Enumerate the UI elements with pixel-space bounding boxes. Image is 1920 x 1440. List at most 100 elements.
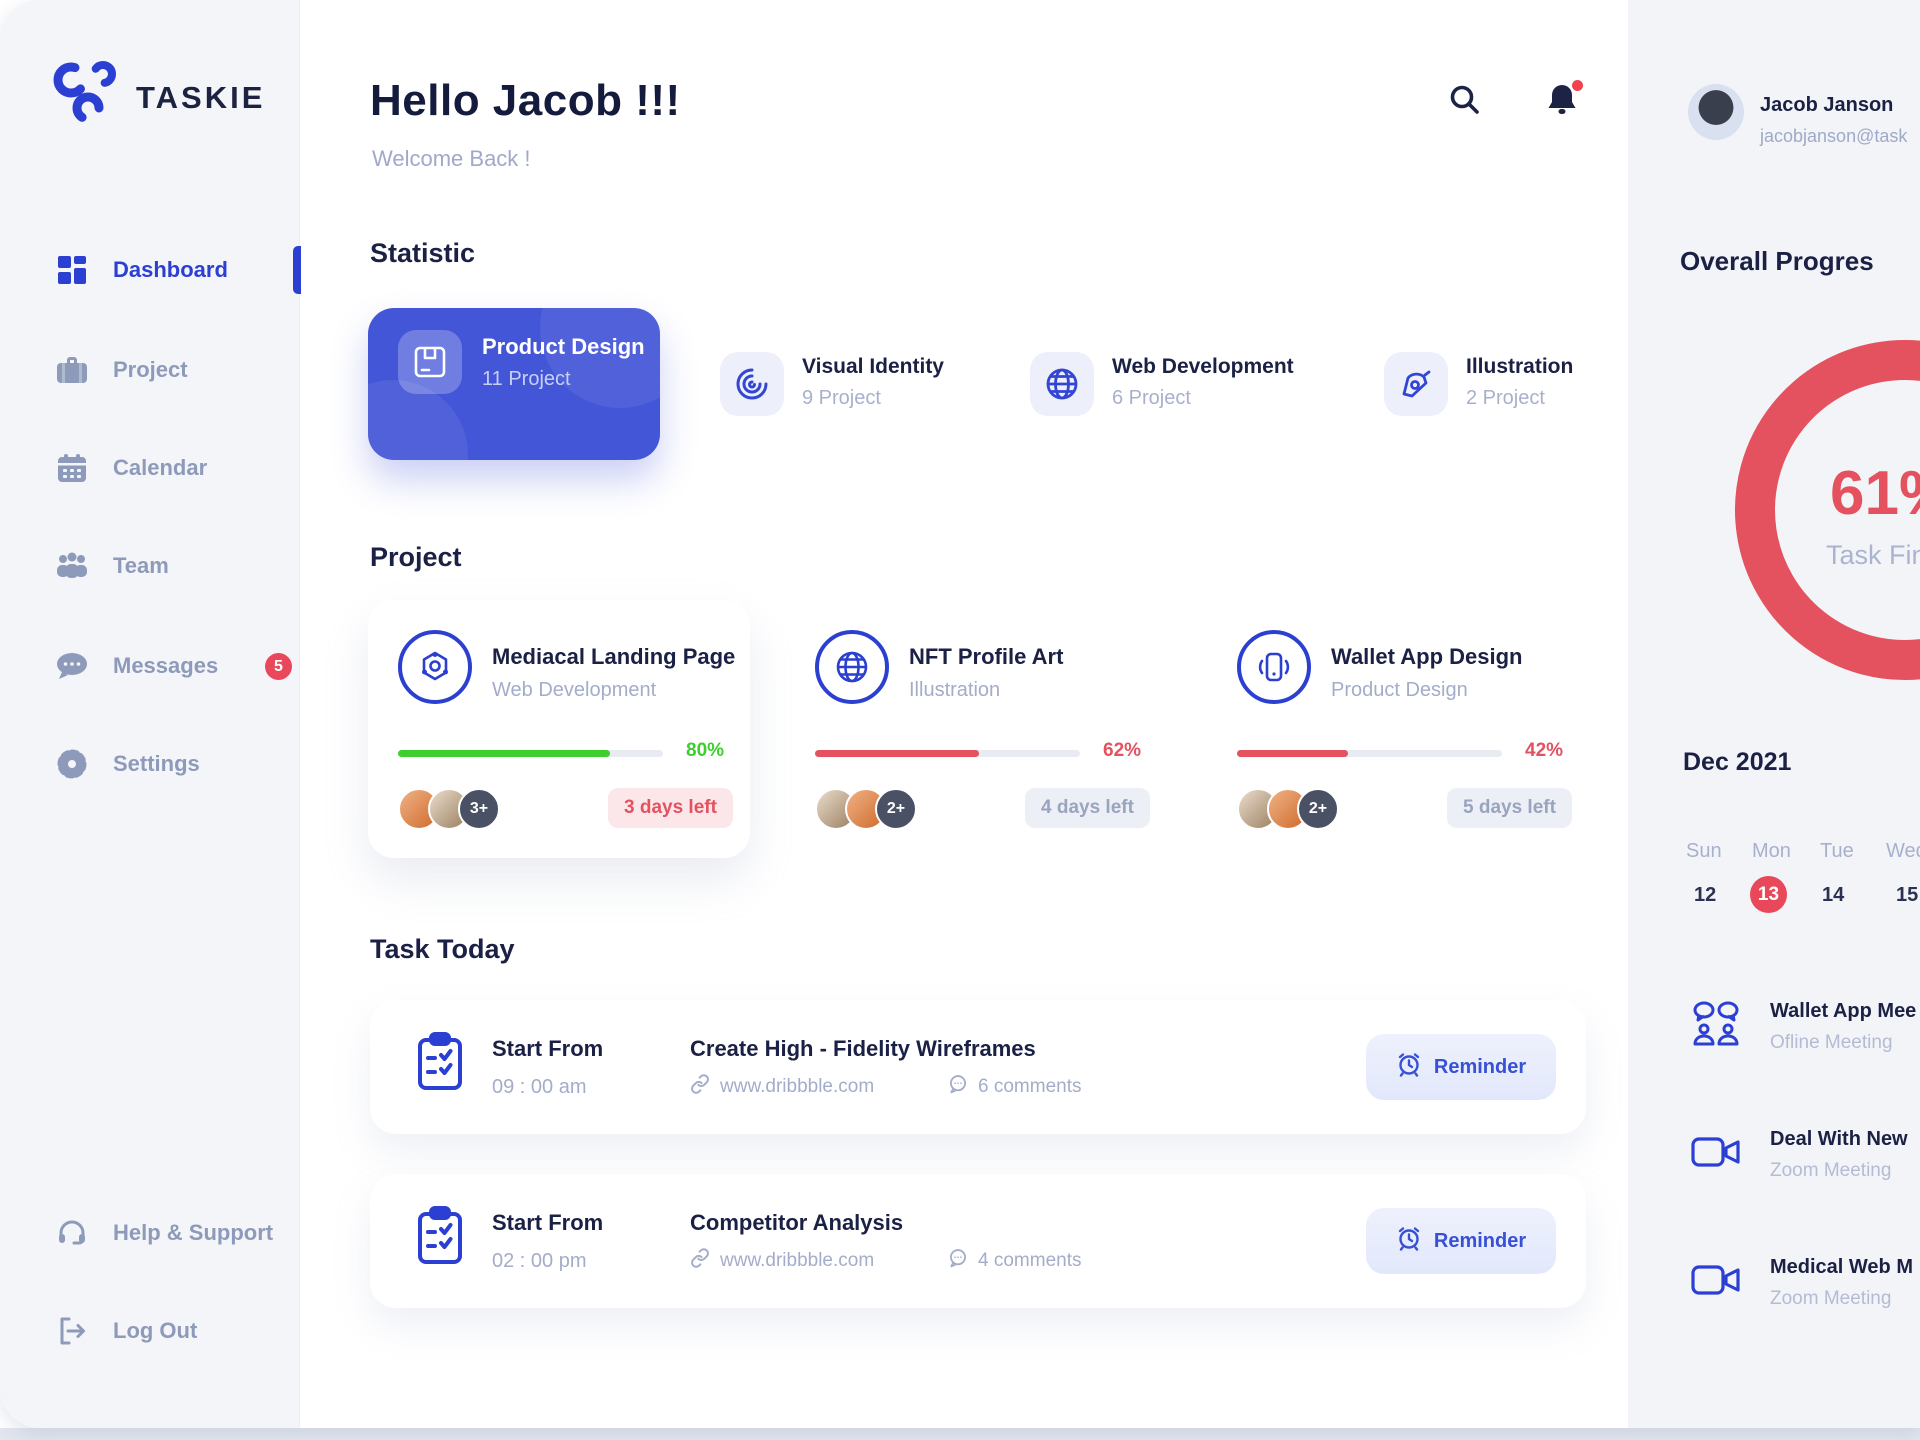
active-nav-indicator [293,246,301,294]
calendar-date-selected[interactable]: 13 [1750,876,1787,913]
overall-progress-percent: 61% [1830,459,1920,528]
task-comments-text: 6 comments [978,1076,1082,1097]
stat-item-subtitle: 9 Project [802,387,881,409]
sidebar-item-label: Settings [113,751,200,776]
task-link[interactable]: www.dribbble.com [690,1248,874,1274]
globe-icon [815,630,889,704]
sidebar-item-dashboard[interactable]: Dashboard [55,246,228,294]
sidebar-item-logout[interactable]: Log Out [55,1307,197,1355]
welcome-subtitle: Welcome Back ! [372,146,531,171]
project-title: NFT Profile Art [909,644,1064,669]
task-comments-text: 4 comments [978,1250,1082,1271]
user-avatar[interactable] [1688,84,1744,140]
calendar-weekday: Mon [1752,840,1791,862]
sidebar-item-help-support[interactable]: Help & Support [55,1209,273,1257]
notifications-button[interactable] [1545,80,1585,122]
sidebar-item-label: Log Out [113,1318,198,1343]
project-category: Web Development [492,679,657,701]
chat-icon [55,649,89,683]
calendar-date[interactable]: 12 [1694,884,1717,906]
stat-item-subtitle: 2 Project [1466,387,1545,409]
progress-track [815,750,1080,757]
progress-track [398,750,663,757]
progress-fill [398,750,610,757]
stat-item-title: Visual Identity [802,355,944,378]
task-link[interactable]: www.dribbble.com [690,1074,874,1100]
comment-icon [948,1248,968,1274]
sidebar-item-team[interactable]: Team [55,542,169,590]
task-comments[interactable]: 6 comments [948,1074,1081,1100]
stat-item-title: Illustration [1466,355,1574,378]
stat-card-product-design[interactable]: Product Design 11 Project [368,308,660,460]
avatar-more-count: 2+ [875,788,917,830]
meeting-item[interactable]: Deal With New Zoom Meeting [1690,1128,1908,1182]
project-title: Mediacal Landing Page [492,644,736,669]
sidebar-item-messages[interactable]: Messages 5 [55,642,292,690]
task-today-section-title: Task Today [370,934,515,964]
stat-card-title: Product Design [482,333,645,359]
task-link-text: www.dribbble.com [720,1076,875,1097]
sidebar-item-project[interactable]: Project [55,346,188,394]
swirl-icon [720,352,784,416]
meeting-item[interactable]: Medical Web M Zoom Meeting [1690,1256,1913,1310]
progress-fill [1237,750,1349,757]
overall-progress-caption: Task Finis [1826,540,1920,570]
days-left-badge: 4 days left [1025,788,1150,828]
stat-item-web-development[interactable]: Web Development 6 Project [1030,352,1294,416]
progress-percent: 42% [1525,740,1564,761]
task-link-text: www.dribbble.com [720,1250,875,1271]
main-content: Hello Jacob !!! Welcome Back ! Statistic [301,0,1628,1428]
days-left-badge: 5 days left [1447,788,1572,828]
reminder-button[interactable]: Reminder [1366,1034,1556,1100]
task-start-time: 09 : 00 am [492,1076,587,1098]
meeting-item[interactable]: Wallet App Mee Ofline Meeting [1690,1000,1916,1054]
task-start-label: Start From [492,1210,604,1235]
link-icon [690,1248,710,1274]
page-greeting: Hello Jacob !!! [370,76,681,125]
hexagon-network-icon [398,630,472,704]
progress-percent: 80% [686,740,725,761]
project-card-mediacal-landing-page[interactable]: Mediacal Landing Page Web Development 80… [398,600,744,858]
bell-icon [1545,85,1579,122]
sidebar-item-settings[interactable]: Settings [55,740,200,788]
stat-item-illustration[interactable]: Illustration 2 Project [1384,352,1573,416]
sidebar-item-label: Team [113,553,169,578]
meeting-title: Medical Web M [1770,1256,1913,1278]
stat-item-visual-identity[interactable]: Visual Identity 9 Project [720,352,944,416]
headset-icon [55,1216,89,1250]
search-button[interactable] [1447,82,1487,122]
project-title: Wallet App Design [1331,644,1523,669]
task-row[interactable]: Start From 09 : 00 am Create High - Fide… [370,1000,1586,1134]
task-row[interactable]: Start From 02 : 00 pm Competitor Analysi… [370,1174,1586,1308]
statistic-section-title: Statistic [370,238,476,268]
calendar-icon [55,451,89,485]
project-card-nft-profile-art[interactable]: NFT Profile Art Illustration 62% 2+ 4 da… [815,600,1161,858]
calendar-weekday: Wed [1886,840,1920,862]
task-comments[interactable]: 4 comments [948,1248,1081,1274]
people-chat-icon [1690,1000,1742,1048]
right-panel: Jacob Janson jacobjanson@task Overall Pr… [1628,0,1920,1428]
overall-progress-ring [1735,340,1920,680]
dashboard-icon [55,253,89,287]
overall-progress-title: Overall Progres [1680,246,1874,276]
reminder-button[interactable]: Reminder [1366,1208,1556,1274]
task-start-label: Start From [492,1036,604,1061]
user-email: jacobjanson@task [1760,126,1908,146]
page-background-strip [0,1428,1920,1440]
calendar-date[interactable]: 15 [1896,884,1919,906]
taskie-logo-icon [48,58,122,137]
clipboard-task-icon [414,1204,466,1273]
sidebar-item-calendar[interactable]: Calendar [55,444,207,492]
project-card-wallet-app-design[interactable]: Wallet App Design Product Design 42% 2+ … [1237,600,1583,858]
video-camera-icon [1690,1256,1742,1304]
calendar-date[interactable]: 14 [1822,884,1845,906]
unread-count-badge: 5 [265,653,292,680]
reminder-label: Reminder [1433,1229,1527,1252]
sidebar-item-label: Calendar [113,455,208,480]
task-start-time: 02 : 00 pm [492,1250,587,1272]
search-icon [1447,85,1483,122]
globe-icon [1030,352,1094,416]
days-left-badge: 3 days left [608,788,733,828]
stat-item-subtitle: 6 Project [1112,387,1191,409]
